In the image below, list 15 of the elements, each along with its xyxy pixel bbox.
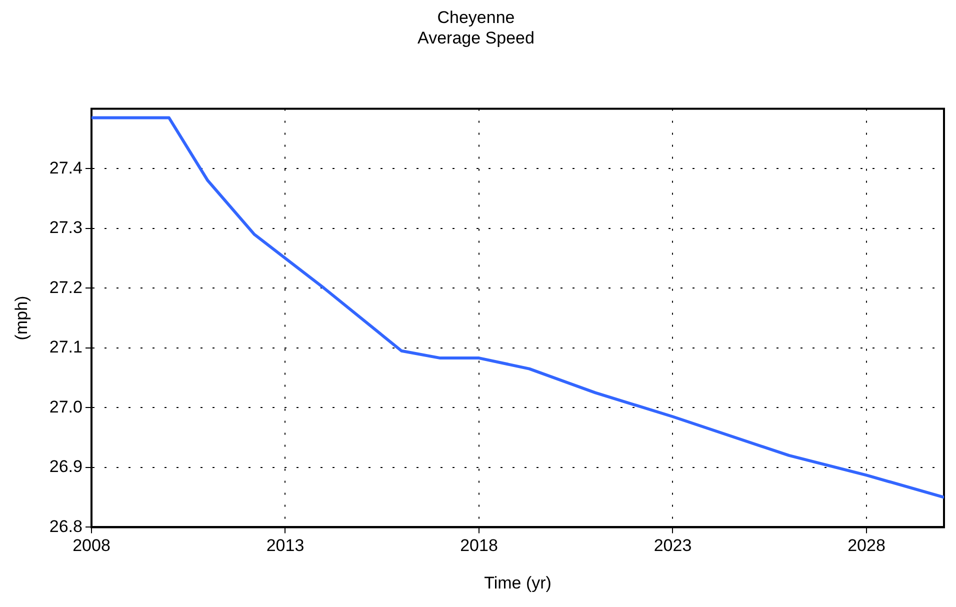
y-tick-label: 26.8	[49, 516, 82, 536]
y-tick-label: 27.4	[49, 158, 82, 178]
y-tick-label: 27.2	[49, 278, 82, 297]
x-tick-label: 2013	[266, 536, 304, 556]
y-axis-title: (mph)	[12, 296, 31, 340]
x-tick-label: 2008	[72, 536, 110, 556]
x-axis-title: Time (yr)	[484, 573, 552, 592]
y-tick-label: 27.0	[49, 397, 82, 416]
y-tick-label: 27.3	[49, 218, 82, 238]
y-tick-label: 26.9	[49, 457, 82, 476]
chart-title: Cheyenne Average Speed	[418, 8, 534, 48]
x-tick-label: 2023	[654, 536, 692, 556]
y-tick-label: 27.1	[49, 338, 82, 357]
x-tick-label: 2018	[460, 536, 498, 556]
x-tick-label: 2028	[848, 536, 886, 556]
